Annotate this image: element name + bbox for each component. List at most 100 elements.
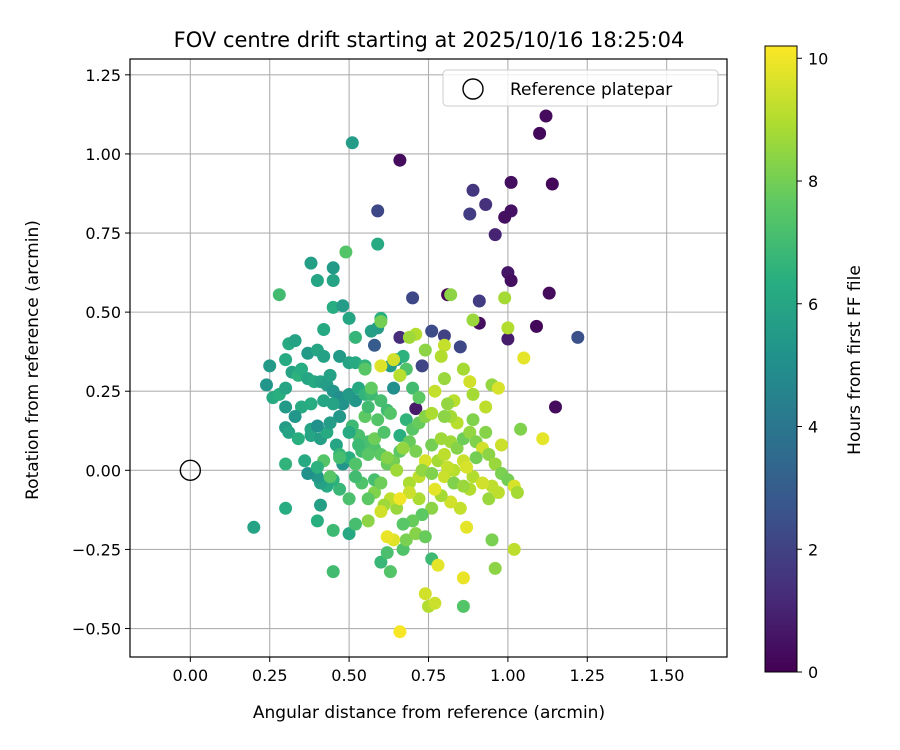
data-point	[326, 274, 340, 287]
y-axis-ticks: −0.50 −0.25 0.00 0.25 0.50 0.75 1.00 1.25	[72, 66, 130, 639]
data-point	[380, 451, 394, 465]
data-point	[437, 338, 451, 352]
data-point	[425, 438, 439, 452]
colorbar-tick-label: 4	[808, 418, 818, 437]
y-tick-label: 1.25	[85, 66, 121, 85]
data-point	[425, 324, 439, 338]
data-point	[349, 457, 362, 471]
data-point	[514, 422, 528, 436]
data-point	[498, 291, 512, 305]
data-point	[466, 470, 480, 484]
data-point	[402, 330, 416, 344]
y-tick-label: −0.25	[72, 540, 121, 559]
data-point	[336, 299, 350, 313]
data-point	[437, 372, 451, 386]
data-point	[333, 349, 347, 363]
scatter-points	[247, 109, 585, 639]
data-point	[336, 397, 350, 411]
data-point	[298, 454, 312, 468]
data-point	[310, 460, 324, 474]
data-point	[491, 486, 505, 499]
data-point	[288, 334, 302, 348]
data-point	[441, 460, 455, 474]
data-point	[352, 438, 366, 452]
data-point	[361, 400, 375, 414]
data-point	[510, 486, 524, 499]
data-point	[425, 501, 439, 515]
data-point	[444, 495, 458, 509]
data-point	[310, 419, 324, 433]
legend-box	[442, 69, 719, 107]
data-point	[456, 479, 470, 493]
data-point	[368, 432, 381, 446]
data-point	[342, 425, 356, 439]
data-point	[463, 425, 477, 439]
data-point	[393, 429, 407, 442]
data-point	[418, 530, 432, 544]
data-point	[383, 565, 397, 579]
colorbar: 0 2 4 6 8 10 Hours from first FF file	[764, 45, 865, 682]
data-point	[310, 274, 324, 287]
data-point	[431, 558, 445, 572]
data-point	[361, 492, 375, 506]
data-point	[425, 406, 439, 420]
colorbar-tick-label: 0	[808, 663, 818, 682]
data-point	[374, 394, 388, 408]
data-point	[304, 256, 318, 270]
data-point	[466, 183, 480, 197]
data-point	[291, 432, 305, 446]
data-point	[314, 498, 327, 512]
data-point	[479, 400, 493, 414]
data-point	[456, 362, 470, 376]
colorbar-gradient	[764, 45, 798, 673]
data-point	[333, 482, 347, 496]
data-point	[349, 517, 362, 531]
colorbar-tick-label: 6	[808, 295, 818, 314]
data-point	[479, 198, 493, 211]
data-point	[463, 207, 477, 221]
data-point	[463, 375, 477, 389]
data-point	[349, 394, 362, 408]
data-point	[374, 505, 388, 518]
data-point	[498, 210, 512, 224]
data-point	[342, 492, 356, 506]
data-point	[393, 368, 407, 382]
colorbar-tick-label: 10	[808, 49, 828, 68]
data-point	[282, 425, 296, 439]
data-point	[412, 492, 426, 506]
colorbar-label: Hours from first FF file	[845, 265, 865, 455]
data-point	[374, 315, 388, 329]
y-tick-label: 0.75	[85, 224, 121, 243]
data-point	[361, 448, 375, 461]
colorbar-tick-label: 2	[808, 540, 818, 559]
data-point	[501, 332, 515, 346]
data-point	[488, 228, 502, 242]
data-point	[456, 599, 470, 613]
data-point	[472, 294, 486, 308]
colorbar-ticks: 0 2 4 6 8 10	[797, 49, 828, 682]
data-point	[260, 378, 273, 392]
data-point	[317, 394, 331, 408]
data-point	[434, 349, 448, 363]
data-point	[374, 555, 388, 569]
data-point	[504, 175, 518, 189]
data-point	[263, 359, 277, 373]
data-point	[425, 467, 439, 480]
data-point	[349, 330, 362, 344]
data-point	[393, 330, 407, 344]
data-point	[415, 508, 429, 522]
data-point	[317, 349, 331, 363]
data-point	[374, 359, 388, 373]
data-point	[466, 387, 480, 401]
data-point	[406, 381, 420, 395]
data-point	[396, 441, 410, 455]
data-point	[542, 286, 556, 300]
data-point	[428, 384, 442, 398]
data-point	[380, 546, 394, 560]
data-point	[418, 587, 432, 601]
data-point	[393, 492, 407, 506]
x-tick-label: 0.50	[331, 666, 367, 685]
legend: Reference platepar	[442, 69, 719, 107]
data-point	[533, 126, 547, 140]
